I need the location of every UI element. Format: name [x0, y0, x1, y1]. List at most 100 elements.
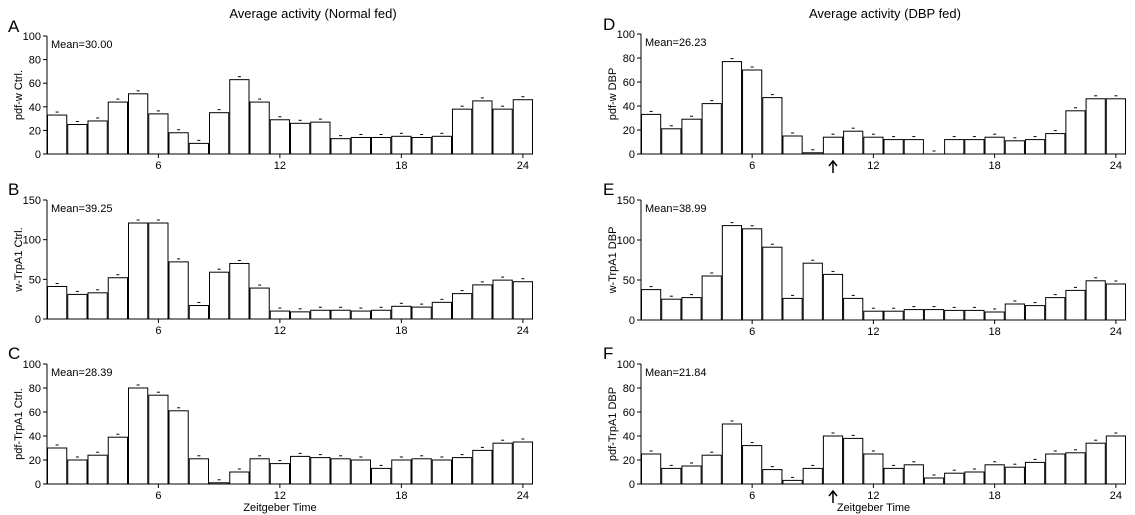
bar [1085, 280, 1106, 321]
bar [492, 442, 513, 485]
bar [512, 99, 533, 155]
bar [661, 298, 682, 321]
y-tick-label: 150 [23, 195, 41, 207]
arrow-icon [828, 159, 838, 167]
bar [411, 458, 432, 485]
bar [371, 309, 392, 320]
bar [1105, 435, 1126, 485]
y-tick-label: 100 [23, 31, 41, 43]
bar [431, 135, 452, 155]
panel-c: C 0 20 40 60 80 100 6 12 18 24 Mean=28.39 pdf-TrpA1 … [8, 344, 533, 514]
bar [128, 222, 149, 320]
bar [229, 79, 250, 155]
bar [472, 284, 493, 320]
y-tick-label: 100 [617, 235, 635, 247]
bar [721, 225, 743, 321]
bar [128, 387, 149, 485]
bar [681, 465, 702, 485]
y-tick-label: 150 [617, 195, 635, 207]
x-tick-label: 12 [867, 160, 879, 172]
y-axis-label: w-TrpA1 DBP [607, 227, 619, 295]
bar [822, 435, 844, 485]
y-tick-label: 80 [29, 383, 41, 395]
bar [148, 394, 169, 485]
bar [964, 309, 985, 321]
bar [188, 458, 209, 485]
panel-letter: E [603, 180, 614, 199]
y-axis-label: pdf-TrpA1 Ctrl. [13, 388, 25, 460]
y-axis-label: pdf-TrpA1 DBP [607, 387, 619, 461]
bar [107, 101, 128, 155]
bar [472, 100, 493, 155]
bar [188, 142, 209, 155]
bar [822, 136, 844, 155]
bar [883, 139, 904, 155]
bar [411, 306, 432, 320]
y-tick-label: 20 [29, 125, 41, 137]
bar [742, 228, 763, 321]
y-tick-label: 40 [29, 102, 41, 114]
bar [249, 458, 270, 485]
y-tick-label: 0 [629, 315, 635, 327]
bar [903, 139, 924, 155]
bar [188, 305, 209, 320]
bar [923, 309, 945, 321]
mean-label: Mean=26.23 [645, 37, 706, 49]
bar [843, 130, 864, 155]
x-tick-label: 18 [989, 160, 1001, 172]
bar [47, 114, 68, 155]
bar [661, 467, 682, 485]
bar [1105, 283, 1126, 321]
bar [269, 463, 290, 485]
y-tick-label: 0 [629, 149, 635, 161]
arrow-icon [828, 489, 838, 497]
y-tick-label: 80 [623, 383, 635, 395]
y-tick-label: 50 [29, 274, 41, 286]
bar [350, 459, 371, 485]
bar [742, 69, 763, 155]
bar [762, 97, 783, 155]
mean-label: Mean=28.39 [51, 367, 112, 379]
y-tick-label: 80 [623, 53, 635, 65]
y-tick-label: 100 [617, 29, 635, 41]
bar [762, 469, 783, 485]
y-tick-label: 100 [617, 359, 635, 371]
x-tick-label: 12 [274, 160, 286, 172]
x-tick-label: 24 [517, 325, 529, 337]
x-axis-label: Zeitgeber Time [243, 502, 316, 514]
bar [1065, 110, 1086, 155]
bar [209, 482, 230, 485]
y-tick-label: 20 [623, 455, 635, 467]
bar [681, 118, 702, 155]
panel-d: D 0 20 40 60 80 100 6 12 18 24 Mean=26.23 pdf-w DBP [603, 15, 1126, 173]
bar [452, 293, 473, 320]
bar [209, 271, 230, 320]
bar [350, 310, 371, 320]
y-tick-label: 60 [623, 407, 635, 419]
x-tick-label: 12 [867, 490, 879, 502]
bar [452, 108, 473, 155]
bar [903, 309, 924, 321]
bar [330, 138, 351, 155]
y-axis-label: w-TrpA1 Ctrl. [13, 227, 25, 292]
bar [1024, 461, 1046, 485]
bar [863, 453, 884, 485]
bar [782, 479, 803, 485]
x-tick-label: 24 [1110, 490, 1122, 502]
bar [641, 289, 662, 321]
x-tick-label: 24 [1110, 326, 1122, 338]
y-tick-label: 80 [29, 55, 41, 67]
bar [310, 121, 331, 155]
bar [1045, 133, 1066, 155]
bar [330, 309, 351, 320]
bar [168, 261, 189, 320]
bar [168, 410, 189, 485]
x-tick-label: 24 [1110, 160, 1122, 172]
panel-b: B 0 50 100 150 6 12 18 24 Mean=39.25 w-TrpA1 Ctrl. [8, 180, 533, 337]
y-tick-label: 60 [623, 77, 635, 89]
bar [391, 135, 412, 155]
x-tick-label: 6 [749, 160, 755, 172]
bar [371, 467, 392, 485]
bar [843, 297, 864, 321]
